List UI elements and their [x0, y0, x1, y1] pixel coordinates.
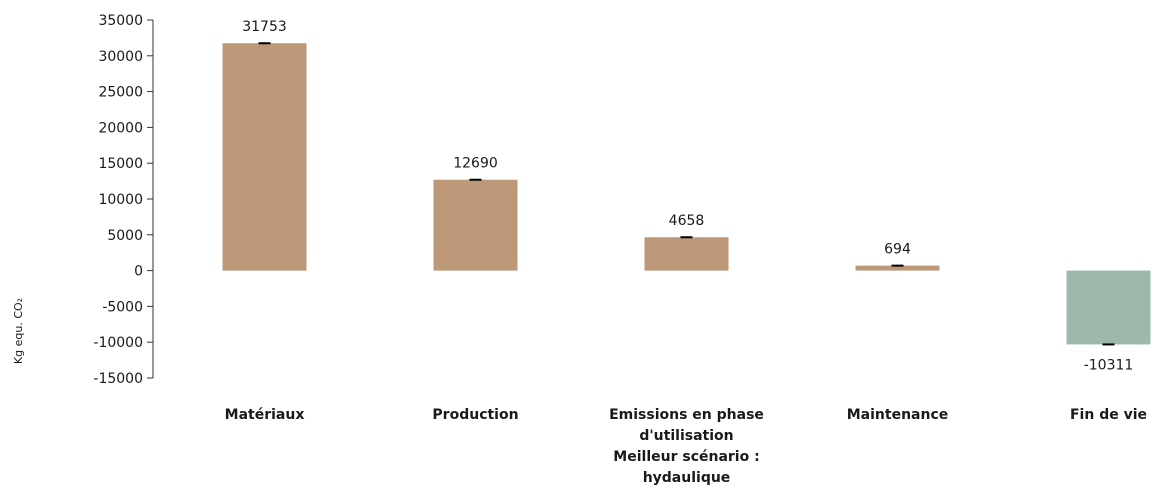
y-tick-label: 20000	[98, 120, 143, 136]
y-tick-label: 25000	[98, 85, 143, 101]
y-tick-label: 10000	[98, 192, 143, 208]
category-label: Emissions en phase d'utilisation Meilleur …	[609, 407, 764, 486]
y-tick-label: -15000	[93, 371, 143, 387]
y-tick-label: 30000	[98, 49, 143, 65]
y-tick-label: -5000	[102, 299, 143, 315]
category-label: Matériaux	[225, 407, 305, 423]
bar	[222, 43, 307, 271]
y-tick-label: 15000	[98, 156, 143, 172]
data-label: 12690	[453, 156, 498, 172]
y-tick-label: -10000	[93, 335, 143, 351]
data-label: 31753	[242, 19, 287, 35]
data-label: 4658	[669, 213, 705, 229]
y-axis: -15000 -10000 -5000 0 5000 10000 15000 20000 250…	[93, 13, 154, 387]
bars: 31753 12690 4658 694 -10311	[222, 19, 1151, 373]
category-label: Fin de vie	[1070, 407, 1147, 423]
data-label: 694	[884, 242, 911, 258]
category-label: Maintenance	[847, 407, 949, 423]
y-tick-label: 0	[134, 264, 143, 280]
bar	[1066, 270, 1151, 345]
y-tick-label: 35000	[98, 13, 143, 29]
y-tick-label: 5000	[107, 228, 143, 244]
bar	[433, 179, 518, 271]
y-axis-title: Kg equ. CO₂	[12, 298, 25, 364]
bar	[855, 265, 940, 271]
data-label: -10311	[1084, 357, 1134, 373]
category-label: Production	[432, 407, 518, 423]
bar	[644, 237, 729, 271]
category-labels: Matériaux Production Emissions en phase d'u…	[225, 407, 1147, 486]
